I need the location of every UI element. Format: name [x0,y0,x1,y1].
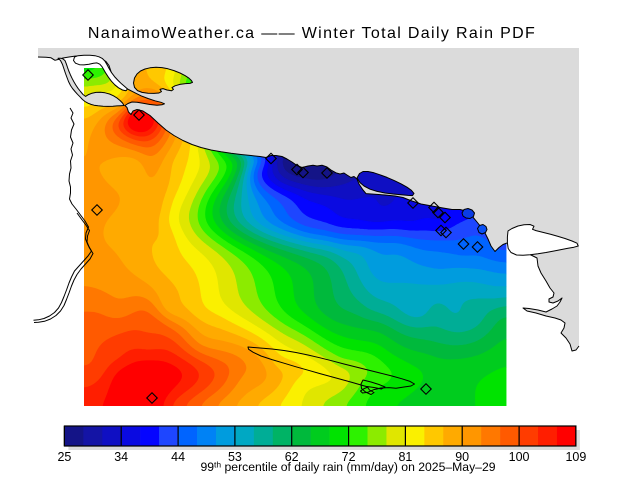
svg-text:99​th percentile of daily rain: 99​th percentile of daily rain (mm/day) … [200,460,495,475]
svg-text:25: 25 [57,450,71,464]
svg-text:90: 90 [455,450,469,464]
svg-text:100: 100 [509,450,530,464]
svg-text:109: 109 [565,450,586,464]
svg-text:53: 53 [228,450,242,464]
svg-text:34: 34 [114,450,128,464]
svg-text:72: 72 [342,450,356,464]
svg-text:44: 44 [171,450,185,464]
svg-text:62: 62 [285,450,299,464]
svg-text:NanaimoWeather.ca —— Winter To: NanaimoWeather.ca —— Winter Total Daily … [88,25,536,42]
svg-text:81: 81 [398,450,412,464]
